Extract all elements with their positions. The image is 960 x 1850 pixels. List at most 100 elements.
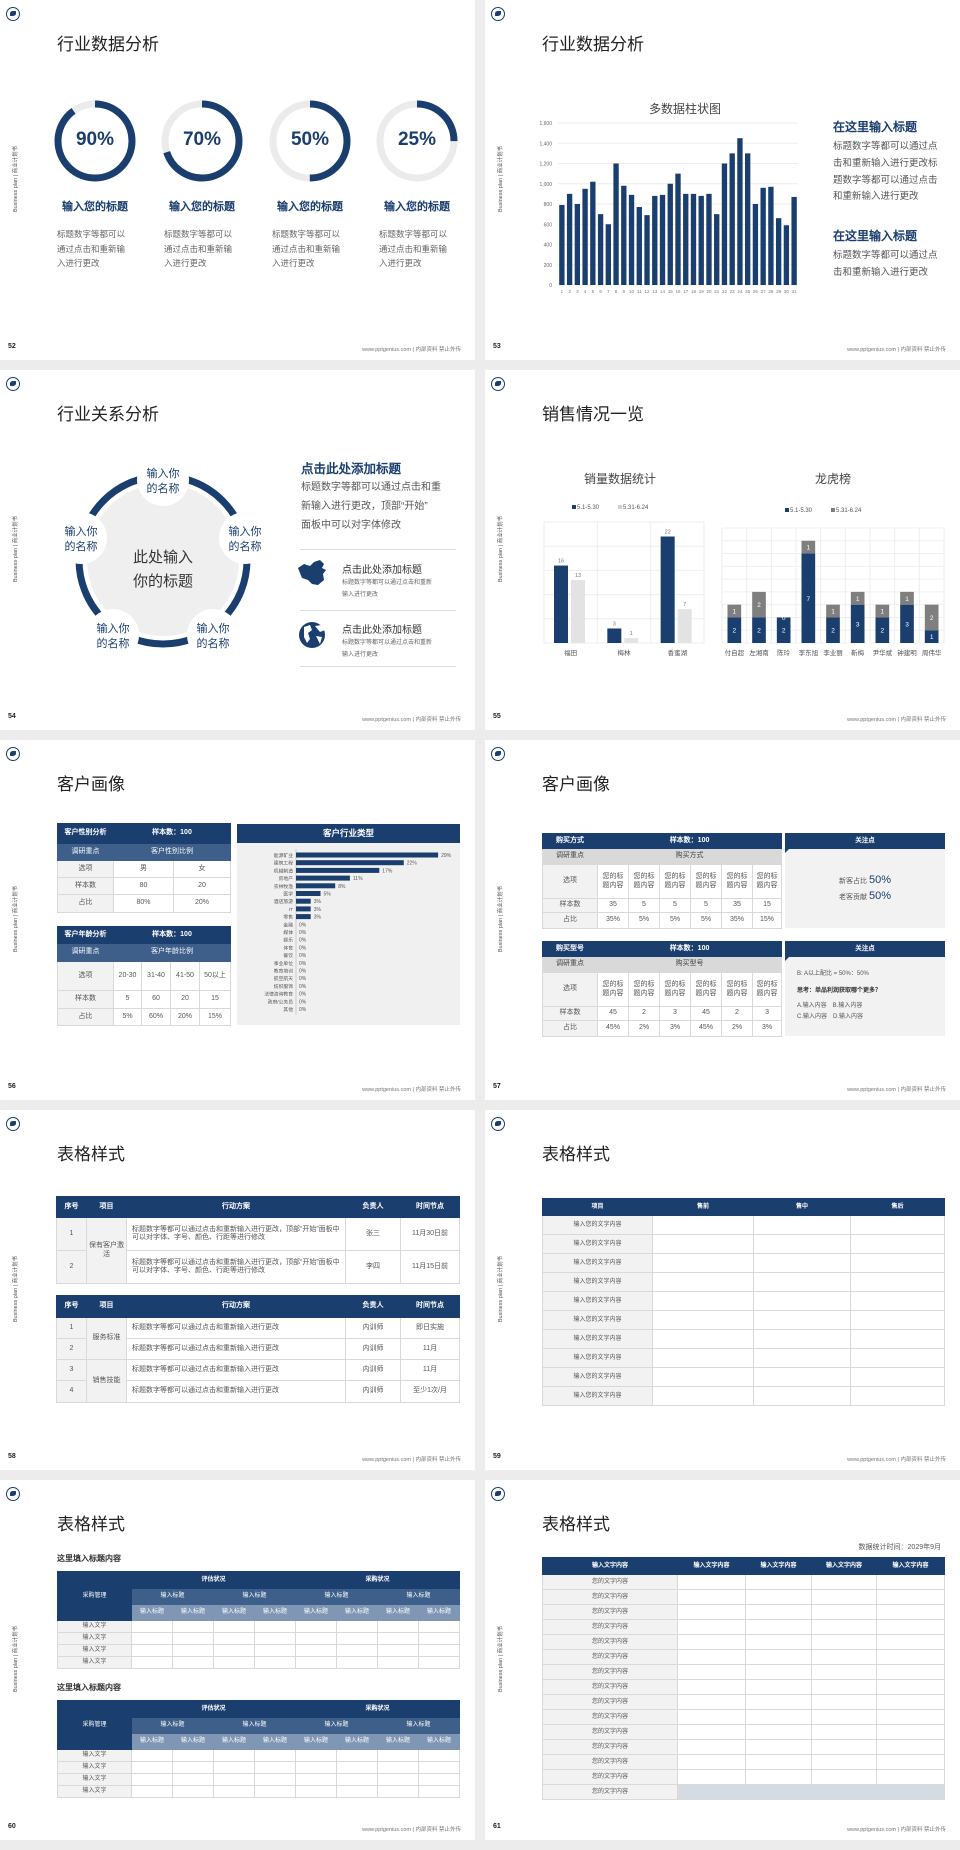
x-tick-label: 21 — [714, 289, 720, 294]
table-cell: 输入标题 — [131, 1604, 173, 1621]
chart-title: 销量数据统计 — [583, 472, 656, 486]
table-cell — [172, 1749, 214, 1762]
node-label[interactable]: 的名称 — [96, 638, 130, 650]
bar — [296, 852, 439, 858]
table-cell — [850, 1253, 945, 1273]
table-row: 调研重点 客户性别比例 — [57, 843, 231, 861]
node-label[interactable]: 输入你 — [196, 623, 230, 635]
table-cell — [850, 1348, 945, 1368]
table-cell: 输入标题 — [213, 1733, 255, 1750]
data-label: 17% — [382, 868, 393, 874]
table-row: 占比 80% 20% — [57, 894, 231, 913]
stat-value: 50% — [868, 874, 891, 886]
slide-title: 客户画像 — [542, 775, 610, 794]
center-title[interactable]: 此处输入 你的标题 — [113, 546, 213, 594]
table-cell: 输入文字 — [57, 1644, 132, 1657]
table-row: 4 标题数字等都可以通过点击和重新输入进行更改 内训师 至少1次/月 — [56, 1380, 460, 1403]
category-label: 体育 — [283, 944, 293, 951]
category-label: 事业单位 — [274, 960, 293, 967]
table-row: 您的文字内容 — [542, 1604, 945, 1620]
data-label: 2 — [831, 628, 835, 635]
table-cell — [753, 1291, 851, 1311]
table-cell: 样本数 — [542, 1006, 598, 1021]
node-label[interactable]: 输入你 — [64, 526, 98, 538]
table-cell — [850, 1386, 945, 1406]
x-tick-label: 14 — [660, 289, 666, 294]
bar — [296, 860, 404, 866]
stacked-bar — [727, 617, 742, 643]
stacked-bar — [801, 553, 816, 643]
column-header: 负责人 — [345, 1295, 401, 1318]
table-cell — [677, 1709, 746, 1725]
data-label: 0% — [299, 961, 307, 967]
table-row: 您的文字内容 — [542, 1724, 945, 1740]
focus-stats: 新客占比 50% 老客贡献 50% — [785, 873, 945, 905]
column-header: 行动方案 — [126, 1295, 346, 1318]
desc-line: 标题数字等都可以通过点击和重新 — [342, 580, 433, 586]
table-row: 输入您的文字内容 — [542, 1348, 945, 1368]
table-cell: 占比 — [57, 894, 114, 913]
footer-text: www.pptgenius.com | 内部资料 禁止外传 — [847, 347, 946, 353]
bar — [597, 214, 604, 285]
y-tick-label: 1,600 — [539, 121, 552, 127]
legend-label: 5.1-5.30 — [790, 508, 813, 514]
table-row: 输入您的文字内容 — [542, 1329, 945, 1349]
table-cell — [172, 1773, 214, 1786]
ring-progress — [54, 100, 136, 182]
node-label[interactable]: 的名称 — [228, 541, 262, 553]
table-cell: 45% — [690, 1020, 722, 1037]
x-tick-label: 李业丽 — [823, 648, 843, 657]
table-row: 输入文字 — [57, 1644, 461, 1657]
node-label[interactable]: 的名称 — [146, 483, 180, 495]
stacked-bar — [875, 604, 890, 618]
table-cell — [677, 1649, 746, 1665]
node-label[interactable]: 输入你 — [228, 526, 262, 538]
node-label[interactable]: 输入你 — [96, 623, 130, 635]
table-cell — [811, 1679, 877, 1695]
data-label: 7 — [683, 602, 686, 608]
bar — [677, 609, 692, 643]
panel-header: 关注点 — [785, 941, 945, 957]
table-cell — [850, 1367, 945, 1387]
column-header: 输入文字内容 — [745, 1557, 812, 1575]
table-cell: 20-30 — [113, 961, 142, 991]
side-text: Business plan | 商业计划书 — [498, 1625, 504, 1693]
table-cell: 41-50 — [170, 961, 200, 991]
legend-label: 5.31-6.24 — [623, 505, 649, 511]
stacked-bar — [900, 591, 914, 605]
table-cell — [131, 1620, 173, 1633]
table-cell: 20 — [170, 990, 200, 1009]
progress-ring — [54, 100, 136, 182]
data-table: 购买型号 样本数：100 调研重点 购买型号 选项 您的标题内容 您的标题内容 您的标题内容您… — [542, 941, 783, 1037]
table-row: 输入标题 输入标题 输入标题 输入标题 输入标题 输入标题 输入标题 输入标题 — [58, 1733, 461, 1750]
table-cell — [753, 1272, 851, 1292]
table-cell — [213, 1620, 255, 1633]
table-cell: 您的标题内容 — [628, 972, 660, 1007]
block-line: 标题数字等都可以通过点 — [833, 250, 938, 261]
data-label: 11% — [353, 876, 363, 882]
table-cell: 服务标准 — [86, 1317, 127, 1360]
category-label: 其他 — [283, 1006, 293, 1013]
logo-icon — [6, 1117, 20, 1131]
slide-55: 销售情况一览 Business plan | 商业计划书 55 www.pptg… — [485, 370, 960, 730]
table-cell — [850, 1272, 945, 1292]
node-label[interactable]: 的名称 — [64, 541, 98, 553]
data-label: 2 — [757, 628, 761, 635]
table-cell: 2 — [56, 1250, 87, 1284]
legend-swatch — [831, 508, 835, 512]
table-cell: 您的文字内容 — [542, 1694, 678, 1710]
category-label: 机械制造 — [274, 867, 293, 874]
node-label[interactable]: 输入你 — [146, 468, 180, 480]
page-number: 58 — [8, 1453, 16, 1460]
table-cell: 20% — [170, 1008, 200, 1026]
category-label: 政府/公务员 — [268, 998, 294, 1005]
section-body: 标题数字等都可以通过点击和重 新输入进行更改，顶部“开始” 面板中可以对字体修改 — [301, 478, 441, 535]
table-cell: 李四 — [345, 1250, 401, 1284]
node-label[interactable]: 的名称 — [196, 638, 230, 650]
x-tick-label: 5 — [592, 289, 595, 294]
bar — [644, 215, 650, 285]
bar — [690, 193, 697, 285]
table-cell: 5 — [659, 898, 691, 913]
table-cell: 输入您的文字内容 — [542, 1215, 653, 1235]
data-table: 输入文字内容 输入文字内容 输入文字内容 输入文字内容 输入文字内容 您的文字内容 您的文字… — [542, 1557, 945, 1800]
